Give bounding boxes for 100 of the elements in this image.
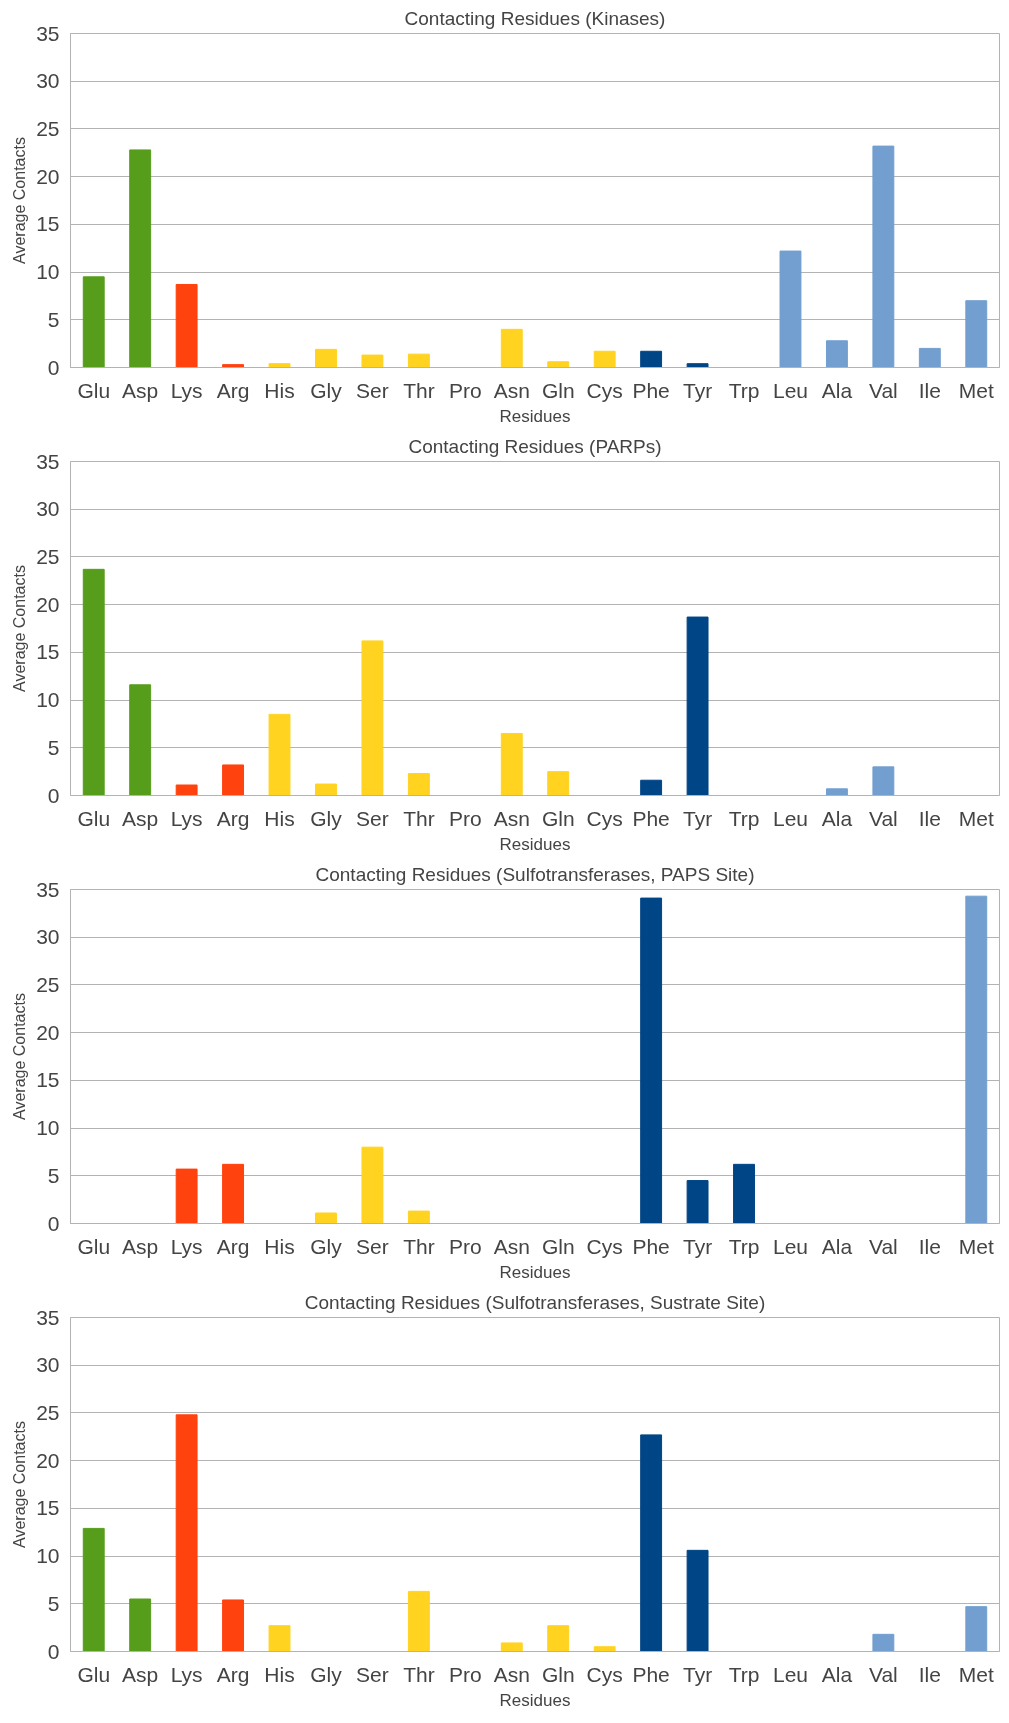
bar xyxy=(407,1210,430,1224)
chart-title: Contacting Residues (Sulfotransferases, PAPS Site) xyxy=(315,863,755,885)
bar xyxy=(872,1633,895,1652)
bar xyxy=(547,771,570,796)
y-tick-label: 5 xyxy=(47,1591,60,1615)
y-tick-label: 10 xyxy=(36,688,60,712)
x-tick-label: Asn xyxy=(493,378,530,402)
bar xyxy=(361,354,384,368)
x-tick-label: Trp xyxy=(728,1234,760,1258)
x-axis-title: Residues xyxy=(499,406,571,426)
y-tick-label: 20 xyxy=(36,1448,60,1472)
x-tick-label: Pro xyxy=(448,378,482,402)
x-tick-label: Phe xyxy=(632,378,670,402)
x-tick-label: Gln xyxy=(541,1234,575,1258)
bar xyxy=(965,300,988,368)
x-tick-label: Tyr xyxy=(682,1662,713,1686)
x-tick-label: Gly xyxy=(310,378,343,402)
x-axis-title: Residues xyxy=(499,1690,571,1710)
bar xyxy=(686,1549,709,1652)
x-tick-label: Gly xyxy=(310,1662,343,1686)
x-tick-label: Thr xyxy=(403,806,435,830)
x-tick-label: Glu xyxy=(77,806,111,830)
bar xyxy=(407,353,430,368)
x-tick-label: Gln xyxy=(541,378,575,402)
bar xyxy=(361,1146,384,1224)
bar xyxy=(686,1180,709,1224)
x-tick-label: Arg xyxy=(216,806,250,830)
x-tick-label: Val xyxy=(868,1662,898,1686)
bar xyxy=(222,764,245,796)
bar xyxy=(175,1414,198,1652)
bar xyxy=(500,732,523,796)
x-tick-label: Thr xyxy=(403,378,435,402)
chart-title: Contacting Residues (Sulfotransferases, Sustrate Site) xyxy=(304,1291,766,1313)
x-tick-label: His xyxy=(264,1234,295,1258)
bar xyxy=(686,363,709,368)
y-tick-label: 0 xyxy=(47,1211,60,1235)
bar xyxy=(315,783,337,796)
y-tick-label: 35 xyxy=(36,877,60,901)
y-axis-title: Average Contacts xyxy=(11,565,29,692)
bar xyxy=(825,340,848,368)
bar xyxy=(640,779,663,796)
x-axis-title: Residues xyxy=(499,834,571,854)
bar xyxy=(965,895,988,1224)
bar xyxy=(222,1599,245,1652)
x-tick-label: Tyr xyxy=(682,1234,713,1258)
y-tick-label: 0 xyxy=(47,355,60,379)
x-tick-label: Met xyxy=(958,1662,994,1686)
y-tick-label: 20 xyxy=(36,164,60,188)
x-tick-label: Asp xyxy=(122,378,159,402)
x-tick-label: Tyr xyxy=(682,806,713,830)
bar xyxy=(222,1163,245,1224)
bar xyxy=(175,784,198,796)
bar xyxy=(779,250,802,368)
bar xyxy=(175,1168,198,1224)
bar xyxy=(407,1590,430,1652)
y-tick-label: 25 xyxy=(36,116,60,140)
x-tick-label: Met xyxy=(958,806,994,830)
x-tick-label: Met xyxy=(958,1234,994,1258)
x-tick-label: Pro xyxy=(448,1662,482,1686)
y-tick-label: 15 xyxy=(36,1068,60,1092)
chart-title: Contacting Residues (Kinases) xyxy=(404,7,666,29)
y-tick-label: 0 xyxy=(47,783,60,807)
x-tick-label: Asn xyxy=(493,1234,530,1258)
x-tick-label: Asp xyxy=(122,1662,159,1686)
y-tick-label: 20 xyxy=(36,1020,60,1044)
y-tick-label: 5 xyxy=(47,1163,60,1187)
x-tick-label: Val xyxy=(868,1234,898,1258)
x-tick-label: Ala xyxy=(821,806,853,830)
x-tick-label: Phe xyxy=(632,1234,670,1258)
x-tick-label: Ile xyxy=(918,806,941,830)
x-tick-label: Ile xyxy=(918,1662,941,1686)
bar xyxy=(872,145,895,368)
x-tick-label: Glu xyxy=(77,1234,111,1258)
x-tick-label: Ser xyxy=(356,1662,389,1686)
bar xyxy=(268,713,291,796)
x-tick-label: Cys xyxy=(586,1662,623,1686)
x-tick-label: Trp xyxy=(728,806,760,830)
x-tick-label: His xyxy=(264,378,295,402)
bar xyxy=(593,350,616,368)
x-tick-label: Gly xyxy=(310,806,343,830)
y-tick-label: 30 xyxy=(36,1353,60,1377)
bar xyxy=(129,149,152,368)
x-tick-label: Lys xyxy=(170,378,203,402)
x-axis-title: Residues xyxy=(499,1262,571,1282)
y-tick-label: 30 xyxy=(36,925,60,949)
x-tick-label: Ile xyxy=(918,1234,941,1258)
bar xyxy=(593,1646,616,1652)
y-tick-label: 20 xyxy=(36,592,60,616)
x-tick-label: Asp xyxy=(122,1234,159,1258)
bar xyxy=(500,328,523,368)
bar xyxy=(82,568,105,796)
x-tick-label: His xyxy=(264,1662,295,1686)
bar xyxy=(547,1625,570,1652)
x-tick-label: Arg xyxy=(216,1662,250,1686)
x-tick-label: Trp xyxy=(728,378,760,402)
y-tick-label: 5 xyxy=(47,307,60,331)
bar xyxy=(361,640,384,796)
x-tick-label: Ile xyxy=(918,378,941,402)
x-tick-label: Asp xyxy=(122,806,159,830)
y-tick-label: 5 xyxy=(47,735,60,759)
